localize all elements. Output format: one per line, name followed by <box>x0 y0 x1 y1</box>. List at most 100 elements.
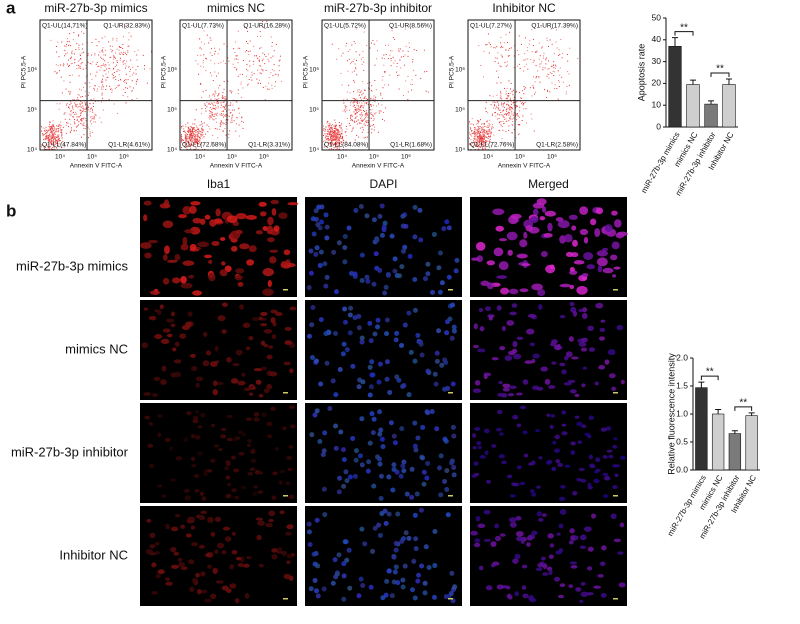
y-tick-label: 10⁴ <box>27 147 37 154</box>
cell <box>492 562 499 566</box>
cell <box>313 578 318 583</box>
event-dot <box>351 131 352 132</box>
event-dot <box>366 120 367 121</box>
event-dot <box>223 117 224 118</box>
event-dot <box>85 118 86 119</box>
event-dot <box>187 131 188 132</box>
event-dot <box>514 67 515 68</box>
event-dot <box>201 49 202 50</box>
event-dot <box>355 117 356 118</box>
event-dot <box>80 58 81 59</box>
event-dot <box>112 50 113 51</box>
event-dot <box>346 43 347 44</box>
scale-bar <box>283 598 288 600</box>
event-dot <box>119 47 120 48</box>
cell <box>307 334 312 339</box>
event-dot <box>488 127 489 128</box>
event-dot <box>480 65 481 66</box>
event-dot <box>208 42 209 43</box>
cell <box>614 267 621 270</box>
event-dot <box>489 126 490 127</box>
event-dot <box>385 45 386 46</box>
event-dot <box>63 127 64 128</box>
event-dot <box>555 65 556 66</box>
event-dot <box>90 121 91 122</box>
cell <box>522 585 526 590</box>
event-dot <box>323 126 324 127</box>
event-dot <box>123 81 124 82</box>
cell <box>191 464 196 467</box>
cell <box>359 416 364 421</box>
event-dot <box>488 130 489 131</box>
event-dot <box>203 67 204 68</box>
event-dot <box>103 54 104 55</box>
event-dot <box>201 42 202 43</box>
cell <box>612 274 616 277</box>
cell <box>150 533 156 538</box>
event-dot <box>340 73 341 74</box>
event-dot <box>507 95 508 96</box>
cell <box>525 225 532 231</box>
event-dot <box>64 50 65 51</box>
event-dot <box>483 138 484 139</box>
event-dot <box>130 60 131 61</box>
cell <box>600 561 606 566</box>
event-dot <box>358 137 359 138</box>
event-dot <box>370 126 371 127</box>
cell <box>348 330 353 335</box>
event-dot <box>217 137 218 138</box>
cell <box>325 225 330 230</box>
event-dot <box>60 64 61 65</box>
event-dot <box>56 73 57 74</box>
event-dot <box>101 58 102 59</box>
event-dot <box>90 63 91 64</box>
cell <box>232 550 238 555</box>
event-dot <box>50 138 51 139</box>
event-dot <box>73 109 74 110</box>
cell <box>410 467 415 472</box>
event-dot <box>356 121 357 122</box>
event-dot <box>488 136 489 137</box>
cell <box>435 359 440 364</box>
cell <box>277 547 282 551</box>
cell <box>259 564 264 568</box>
cell <box>516 531 524 537</box>
event-dot <box>501 96 502 97</box>
event-dot <box>526 64 527 65</box>
cell <box>221 428 227 432</box>
cell <box>444 468 449 473</box>
cell <box>390 234 395 239</box>
cell <box>319 220 324 225</box>
cell <box>260 312 267 316</box>
event-dot <box>190 130 191 131</box>
cell <box>579 206 588 215</box>
event-dot <box>49 135 50 136</box>
cell <box>490 541 496 547</box>
event-dot <box>228 105 229 106</box>
event-dot <box>509 109 510 110</box>
cell <box>188 559 194 564</box>
event-dot <box>509 48 510 49</box>
event-dot <box>354 121 355 122</box>
cell <box>309 271 314 276</box>
event-dot <box>501 104 502 105</box>
event-dot <box>527 47 528 48</box>
event-dot <box>224 128 225 129</box>
cell <box>368 365 373 370</box>
event-dot <box>489 53 490 54</box>
cell <box>552 441 556 445</box>
event-dot <box>188 130 189 131</box>
event-dot <box>559 54 560 55</box>
cell <box>286 259 291 263</box>
event-dot <box>218 94 219 95</box>
event-dot <box>409 47 410 48</box>
cell <box>224 466 229 470</box>
event-dot <box>219 129 220 130</box>
event-dot <box>101 122 102 123</box>
event-dot <box>379 113 380 114</box>
event-dot <box>241 97 242 98</box>
event-dot <box>91 116 92 117</box>
event-dot <box>544 89 545 90</box>
event-dot <box>541 61 542 62</box>
event-dot <box>364 96 365 97</box>
